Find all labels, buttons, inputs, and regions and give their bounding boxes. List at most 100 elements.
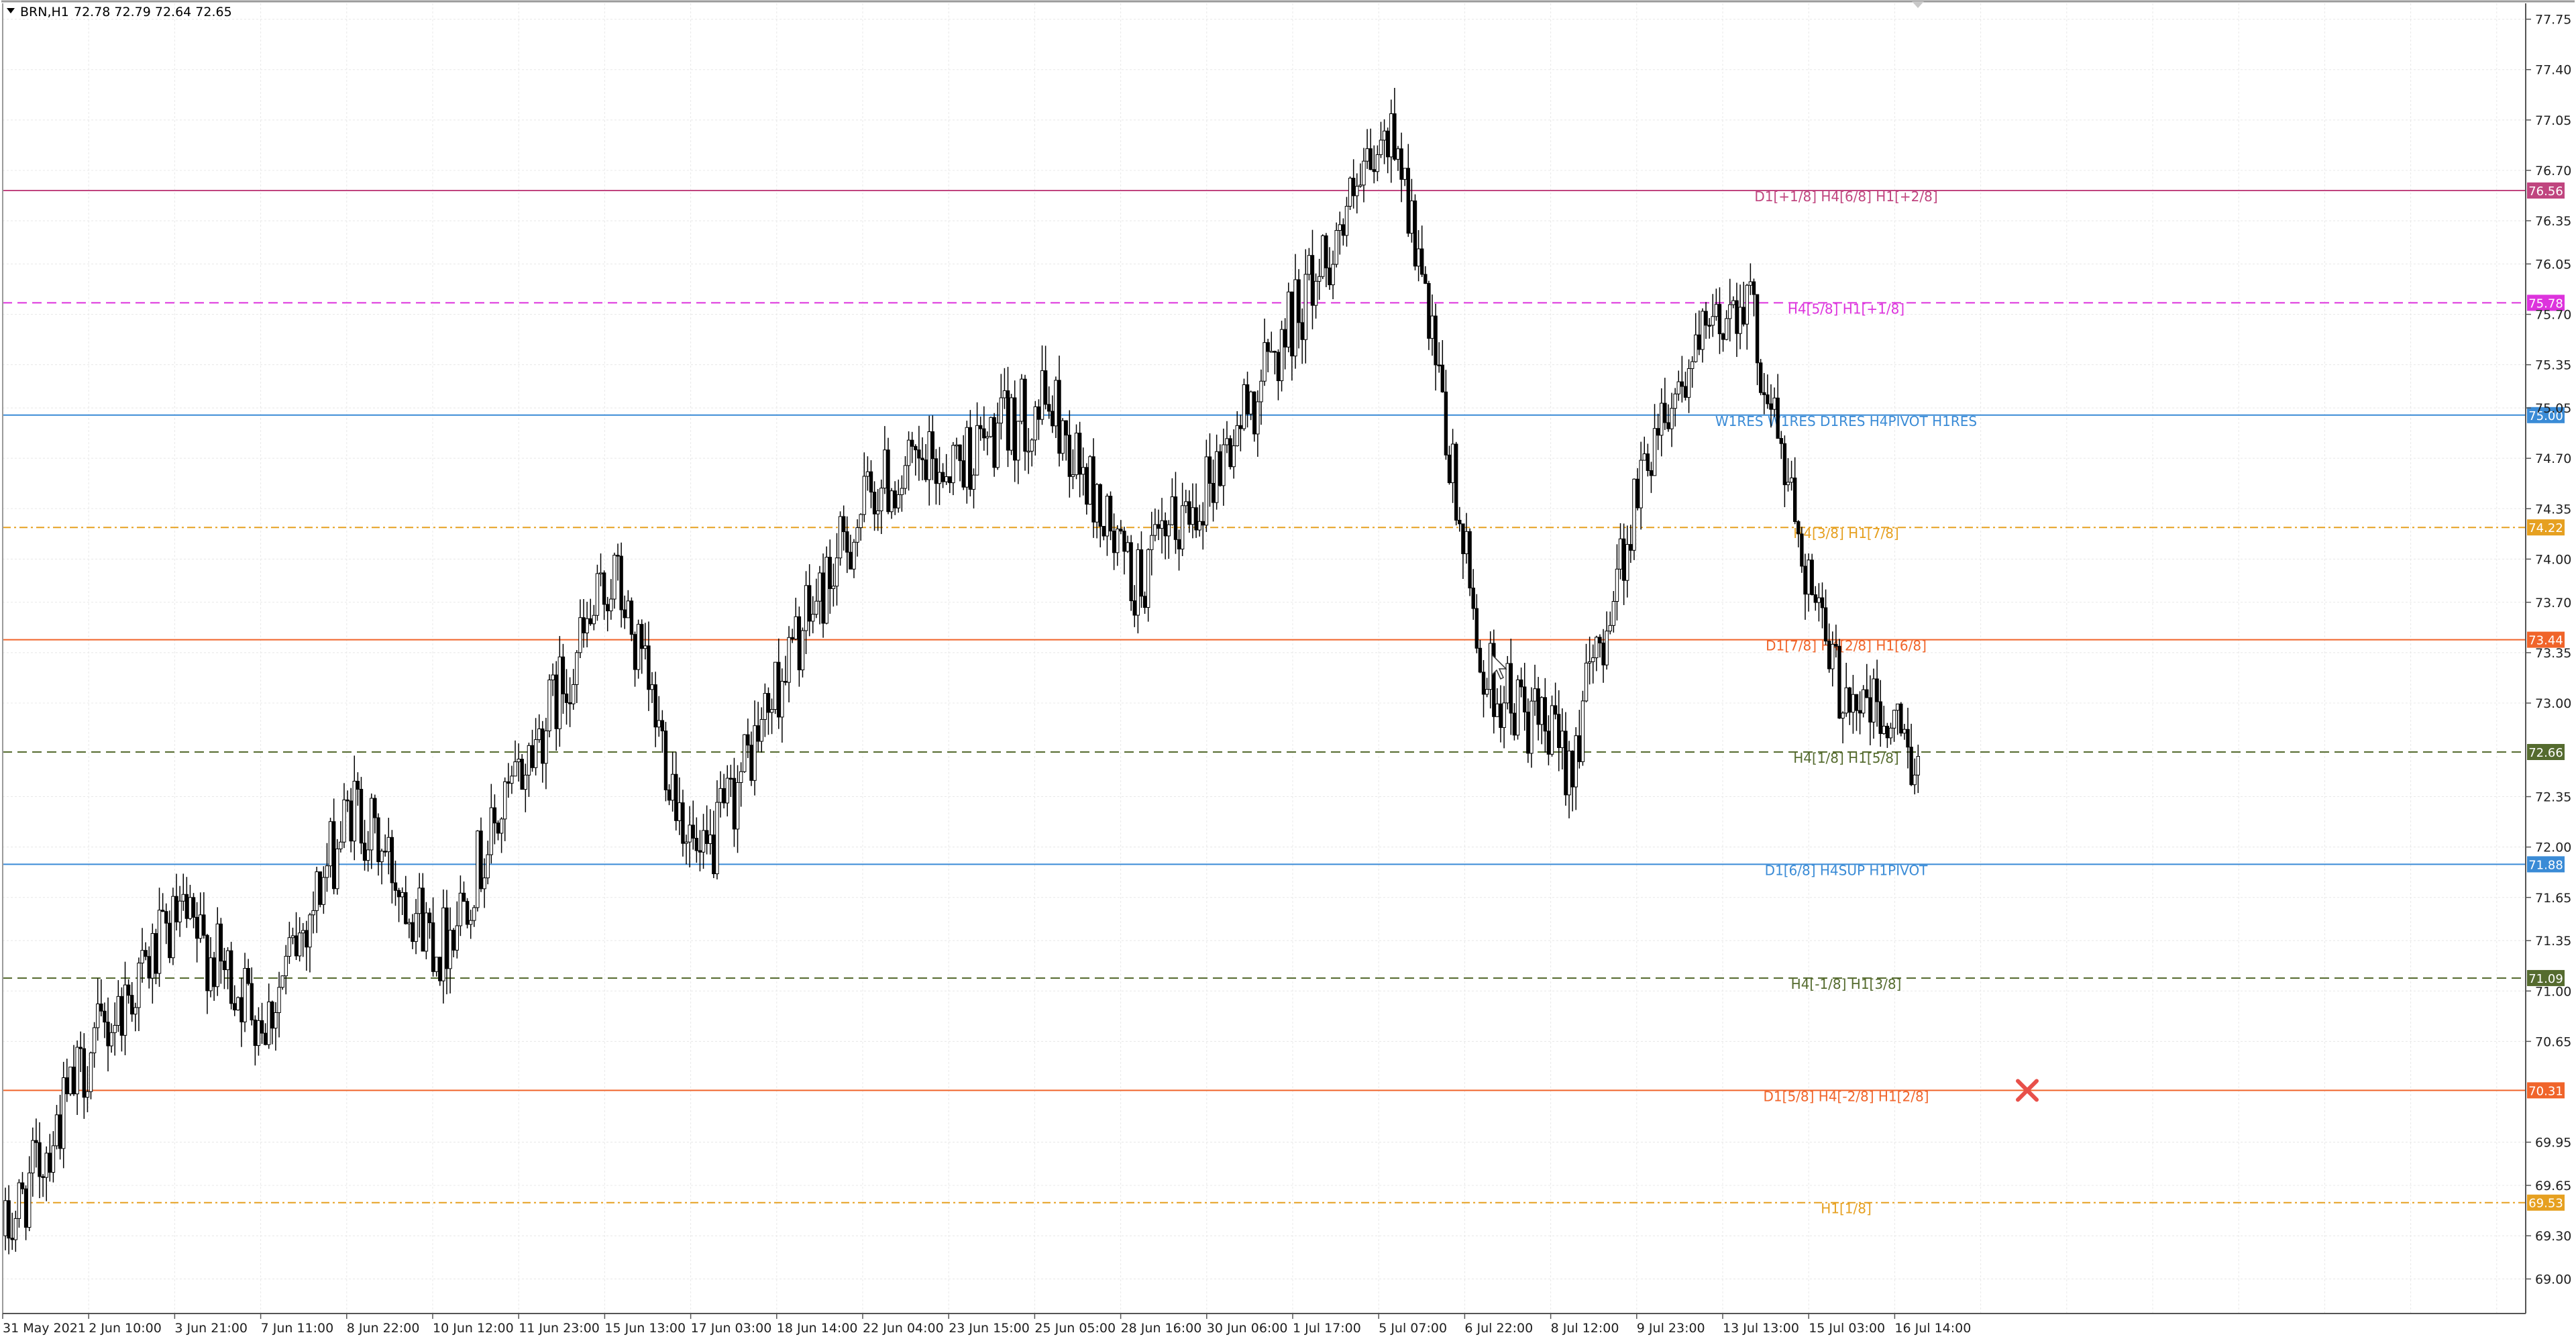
candle-body <box>106 1022 110 1047</box>
candle-body <box>1338 224 1342 231</box>
candle-body <box>606 604 610 612</box>
candle-body <box>1208 456 1212 484</box>
candle-body <box>684 841 688 844</box>
candle-body <box>1437 364 1441 366</box>
level-label: D1[6/8] H4SUP H1PIVOT <box>1765 862 1929 878</box>
candle-body <box>1122 531 1126 552</box>
candle-body <box>800 630 805 671</box>
price-candles <box>3 88 1920 1254</box>
candle-body <box>1786 482 1790 486</box>
candle-body <box>1204 456 1209 526</box>
price-tick-label: 74.70 <box>2535 451 2571 466</box>
candle-body <box>1495 703 1499 717</box>
candle-body <box>992 417 996 468</box>
candle-body <box>1868 697 1872 722</box>
scroll-indicator-icon[interactable] <box>1912 1 1924 8</box>
candle-body <box>1047 404 1051 412</box>
candle-body <box>753 725 757 781</box>
candle-body <box>592 614 596 625</box>
candle-body <box>472 907 476 921</box>
candle-body <box>1570 751 1574 788</box>
candle-body <box>1902 729 1907 734</box>
candle-body <box>1303 274 1307 340</box>
candle-body <box>51 1145 56 1173</box>
level-price-tag-text: 76.56 <box>2528 184 2563 199</box>
candle-body <box>841 516 846 533</box>
candle-body <box>746 734 750 746</box>
candle-body <box>1738 307 1742 334</box>
candle-body <box>184 894 189 919</box>
price-tick-label: 71.00 <box>2535 984 2571 999</box>
candle-body <box>1313 280 1318 306</box>
candle-body <box>1686 368 1691 398</box>
candle-body <box>831 586 836 589</box>
candle-body <box>1252 391 1256 435</box>
candle-body <box>62 1077 66 1149</box>
candle-body <box>1095 484 1099 523</box>
candle-body <box>287 937 292 957</box>
price-tick-label: 72.00 <box>2535 841 2571 855</box>
candle-body <box>1150 535 1154 550</box>
candle-body <box>503 781 507 820</box>
candle-body <box>1389 113 1393 158</box>
candle-body <box>3 1200 7 1236</box>
candle-body <box>154 933 158 974</box>
candle-body <box>1523 686 1527 712</box>
candle-body <box>1909 747 1913 786</box>
candle-body <box>1670 408 1674 429</box>
candle-body <box>126 984 131 996</box>
level-price-tag-text: 74.22 <box>2528 521 2563 535</box>
candle-body <box>462 892 466 902</box>
close-icon <box>2016 1079 2039 1102</box>
time-tick-label: 17 Jun 03:00 <box>691 1321 772 1336</box>
candle-body <box>1293 279 1297 357</box>
candle-body <box>1413 200 1417 267</box>
time-axis[interactable]: 31 May 2021 2 Jun 10:00 3 Jun 21:00 7 Jun 1… <box>2 1314 1971 1336</box>
candle-body <box>1324 235 1328 268</box>
candle-body <box>28 1172 32 1228</box>
candle-body <box>1820 597 1825 608</box>
candle-body <box>958 444 962 462</box>
price-tick-label: 73.00 <box>2535 696 2571 711</box>
candle-body <box>393 882 398 891</box>
candle-body <box>1430 315 1434 339</box>
candle-body <box>1009 397 1014 451</box>
candle-body <box>766 693 771 713</box>
candle-body <box>890 490 894 513</box>
candle-body <box>1673 393 1677 409</box>
candle-body <box>1642 453 1646 461</box>
level-price-tag <box>2527 1082 2565 1099</box>
candle-body <box>1580 700 1585 762</box>
candle-body <box>212 957 216 987</box>
chevron-down-icon[interactable] <box>7 8 15 13</box>
candle-body <box>985 436 989 439</box>
candle-body <box>496 822 500 834</box>
candle-body <box>914 445 918 451</box>
candle-body <box>961 460 965 488</box>
price-tick-label: 76.05 <box>2535 257 2571 272</box>
candle-body <box>1553 705 1558 715</box>
candle-body <box>1564 731 1568 796</box>
mouse-cursor-icon <box>1491 653 1507 680</box>
candle-body <box>1344 205 1349 236</box>
candle-body <box>1317 276 1322 282</box>
candle-body <box>1625 544 1629 581</box>
candle-body <box>663 731 668 790</box>
candle-body <box>759 718 763 742</box>
candle-body <box>191 897 196 918</box>
candle-body <box>708 835 712 845</box>
candle-body <box>119 996 124 1036</box>
price-axis[interactable]: 69.00 69.30 69.65 69.95 70.65 71.00 71.35 71.65… <box>2526 13 2571 1287</box>
candle-body <box>1690 361 1695 369</box>
candle-body <box>1214 451 1219 503</box>
candle-body <box>1434 315 1438 366</box>
candle-body <box>616 555 620 557</box>
time-tick-label: 10 Jun 12:00 <box>433 1321 514 1336</box>
candle-body <box>1173 496 1178 540</box>
level-lines[interactable]: D1[+1/8] H4[6/8] H1[+2/8] 76.56 H4[5/8] H1… <box>3 182 2565 1217</box>
candle-body <box>955 444 959 447</box>
price-tick-label: 71.35 <box>2535 934 2571 949</box>
candle-body <box>1375 154 1380 172</box>
